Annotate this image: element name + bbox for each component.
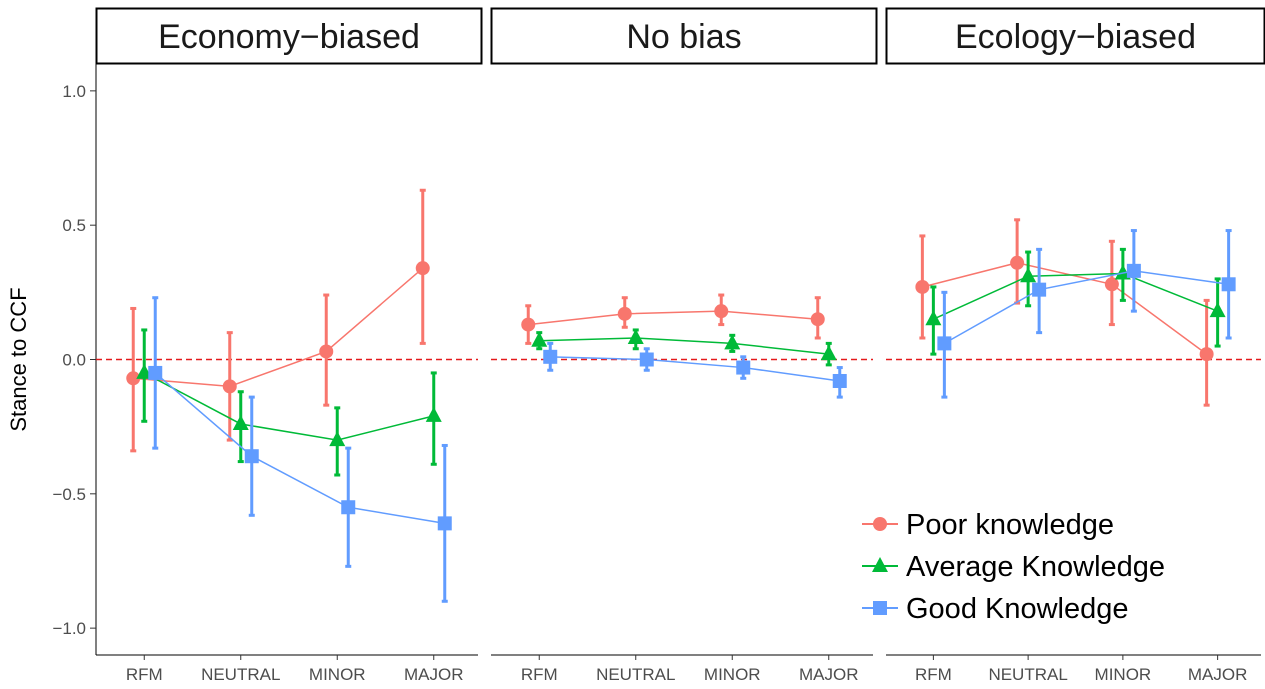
legend-label: Average Knowledge — [906, 551, 1165, 583]
data-point-triangle — [724, 334, 741, 350]
legend-item: Good Knowledge — [862, 593, 1129, 625]
data-point-triangle — [1209, 302, 1226, 318]
legend: Poor knowledge Average Knowledge Good Know… — [862, 509, 1165, 625]
panel-title: Economy−biased — [158, 18, 420, 56]
data-point-square — [148, 365, 163, 380]
data-point-square — [736, 360, 751, 375]
x-tick-label: MAJOR — [404, 665, 464, 684]
series-good-knowledge — [937, 229, 1236, 399]
x-tick-label: MINOR — [704, 665, 761, 684]
data-point-circle — [915, 279, 930, 294]
data-point-circle — [126, 371, 141, 386]
data-point-triangle — [425, 406, 442, 422]
series-poor-knowledge — [126, 188, 430, 453]
series-line — [933, 272, 1218, 320]
panel-3: Ecology−biased RFM NEUTRAL MINOR MAJOR — [885, 7, 1265, 684]
series-line — [922, 262, 1208, 355]
data-point-circle — [319, 344, 334, 359]
x-tick-label: RFM — [126, 665, 163, 684]
x-tick-label: NEUTRAL — [201, 665, 280, 684]
y-tick-label: −1.0 — [52, 619, 86, 638]
data-point-square — [1032, 282, 1047, 297]
series-poor-knowledge — [521, 293, 825, 345]
data-point-circle — [222, 379, 237, 394]
series-line — [143, 372, 434, 441]
data-point-square — [1221, 277, 1236, 292]
legend-label: Poor knowledge — [906, 509, 1114, 541]
legend-item: Average Knowledge — [862, 551, 1165, 583]
legend-label: Good Knowledge — [906, 593, 1129, 625]
series-good-knowledge — [543, 341, 847, 399]
series-line — [528, 310, 818, 326]
panel-strip — [490, 7, 878, 65]
series-line — [944, 270, 1229, 345]
y-tick-label: −0.5 — [52, 485, 86, 504]
data-point-square — [244, 449, 259, 464]
legend-key-circle — [873, 517, 887, 531]
x-tick-label: MINOR — [309, 665, 366, 684]
data-point-square — [937, 336, 952, 351]
data-point-circle — [1199, 347, 1214, 362]
y-tick-label: 1.0 — [62, 82, 86, 101]
data-point-circle — [1104, 277, 1119, 292]
y-tick-label: 0.5 — [62, 216, 86, 235]
series-line — [550, 356, 840, 382]
data-point-triangle — [531, 331, 548, 347]
panel-title: No bias — [626, 18, 741, 56]
data-point-triangle — [925, 310, 942, 326]
panel-2: No bias RFM NEUTRAL MINOR MAJOR — [490, 7, 878, 684]
data-point-circle — [521, 317, 536, 332]
x-tick-label: RFM — [521, 665, 558, 684]
data-point-circle — [617, 306, 632, 321]
data-point-circle — [415, 261, 430, 276]
data-point-circle — [714, 304, 729, 319]
legend-item: Poor knowledge — [862, 509, 1114, 541]
data-point-triangle — [329, 431, 346, 447]
panel-1: Economy−biased RFM NEUTRAL MINOR MAJOR — [95, 7, 483, 684]
series-line — [133, 267, 424, 388]
panel-strip — [95, 7, 483, 65]
x-tick-label: MAJOR — [1188, 665, 1248, 684]
series-poor-knowledge — [915, 218, 1214, 407]
series-average-knowledge — [925, 247, 1226, 356]
panel-title: Ecology−biased — [955, 18, 1196, 56]
x-tick-label: MINOR — [1095, 665, 1152, 684]
x-tick-label: RFM — [915, 665, 952, 684]
series-good-knowledge — [148, 296, 452, 603]
data-point-circle — [1010, 255, 1025, 270]
series-line — [154, 372, 445, 525]
data-point-triangle — [1020, 267, 1037, 283]
series-line — [539, 337, 829, 355]
data-point-triangle — [820, 345, 837, 361]
panel-strip — [885, 7, 1265, 65]
data-point-square — [437, 516, 452, 531]
y-axis-title: Stance to CCF — [6, 287, 31, 431]
x-tick-label: NEUTRAL — [988, 665, 1067, 684]
series-average-knowledge — [136, 328, 442, 477]
data-point-circle — [810, 312, 825, 327]
x-tick-label: NEUTRAL — [596, 665, 675, 684]
y-tick-label: 0.0 — [62, 351, 86, 370]
data-point-square — [543, 349, 558, 364]
data-point-square — [1126, 263, 1141, 278]
data-point-square — [341, 500, 356, 515]
data-point-square — [639, 352, 654, 367]
series-average-knowledge — [531, 328, 837, 367]
data-point-square — [832, 373, 847, 388]
data-point-triangle — [627, 329, 644, 345]
x-tick-label: MAJOR — [799, 665, 859, 684]
legend-key-square — [873, 601, 887, 615]
legend-key-triangle — [872, 557, 888, 572]
data-point-triangle — [232, 414, 249, 430]
